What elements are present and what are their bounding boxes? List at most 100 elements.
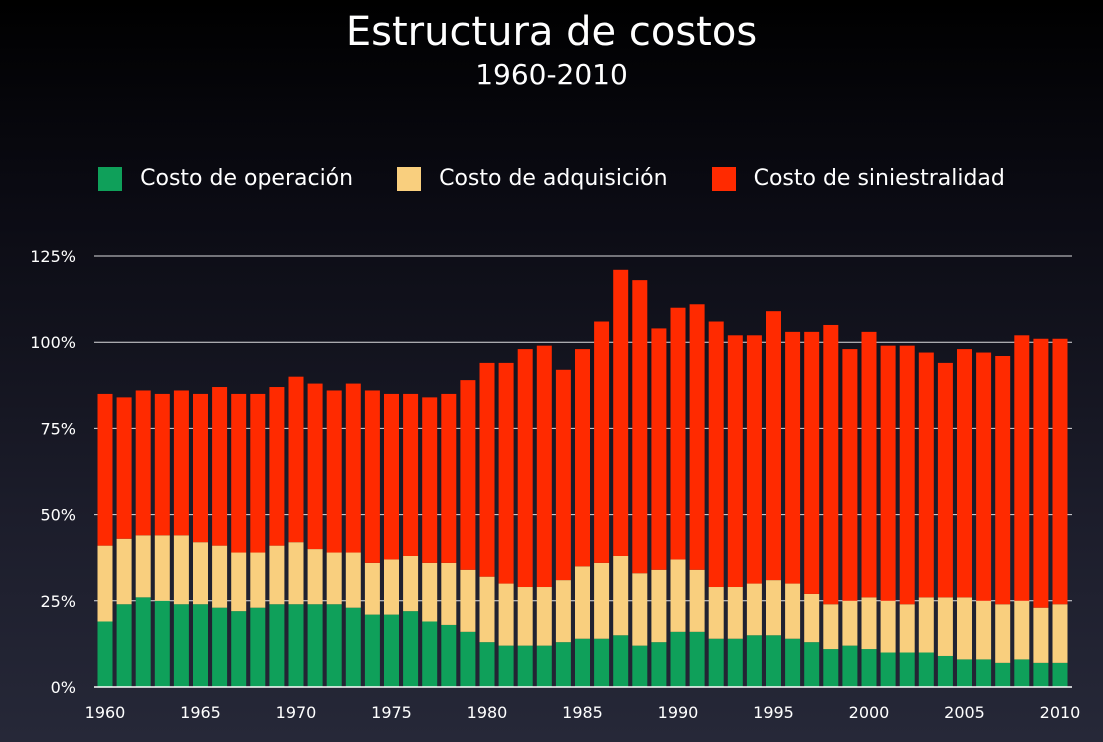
bar-segment-siniestralidad	[670, 307, 686, 560]
bar-segment-siniestralidad	[727, 335, 743, 587]
bar-segment-siniestralidad	[1052, 338, 1068, 605]
bar-segment-adquisicion	[498, 583, 514, 646]
bar-segment-adquisicion	[364, 562, 380, 615]
bar-segment-adquisicion	[842, 600, 858, 646]
bar-segment-siniestralidad	[957, 349, 972, 598]
bar-segment-adquisicion	[250, 552, 266, 608]
bar-segment-adquisicion	[460, 569, 476, 632]
bar-segment-adquisicion	[861, 597, 877, 650]
x-tick-label: 1980	[467, 703, 508, 722]
bar-segment-adquisicion	[116, 538, 132, 605]
x-tick-label: 1975	[371, 703, 412, 722]
bar-segment-siniestralidad	[154, 393, 170, 536]
bar-segment-operacion	[1033, 662, 1049, 687]
x-tick-label: 1970	[276, 703, 317, 722]
bar-segment-siniestralidad	[212, 387, 228, 546]
bar-segment-operacion	[842, 645, 858, 687]
bar-segment-operacion	[995, 662, 1011, 687]
bar-segment-adquisicion	[976, 600, 992, 660]
bar-segment-operacion	[536, 645, 552, 687]
y-tick-label: 0%	[51, 678, 76, 697]
bar-segment-operacion	[727, 638, 743, 687]
bar-segment-siniestralidad	[785, 331, 801, 584]
bar-segment-operacion	[594, 638, 610, 687]
bar-segment-operacion	[937, 655, 953, 687]
legend-label-operacion: Costo de operación	[140, 166, 354, 191]
bar-segment-siniestralidad	[1033, 338, 1049, 608]
chart-title: Estructura de costos	[345, 9, 758, 55]
bar-segment-operacion	[250, 607, 266, 687]
bar-segment-operacion	[97, 621, 113, 687]
bar-segment-siniestralidad	[613, 269, 629, 556]
bar-segment-siniestralidad	[498, 362, 514, 584]
bar-segment-operacion	[193, 604, 208, 687]
bar-segment-adquisicion	[727, 587, 743, 639]
bar-segment-adquisicion	[135, 535, 151, 598]
bar-segment-adquisicion	[97, 545, 113, 622]
bar-segment-operacion	[441, 624, 457, 687]
bar-segment-operacion	[899, 652, 915, 687]
bar-segment-siniestralidad	[97, 393, 113, 546]
bar-segment-operacion	[746, 635, 762, 687]
bar-segment-operacion	[326, 604, 342, 687]
bar-segment-operacion	[116, 604, 132, 687]
x-tick-label: 1985	[562, 703, 603, 722]
bar-segment-operacion	[364, 614, 380, 687]
bar-segment-adquisicion	[269, 545, 285, 605]
bar-segment-siniestralidad	[746, 335, 762, 584]
bar-segment-operacion	[613, 635, 629, 687]
bar-segment-operacion	[823, 649, 839, 687]
bar-segment-siniestralidad	[880, 345, 896, 601]
y-tick-label: 25%	[40, 592, 76, 611]
bar-segment-adquisicion	[708, 587, 724, 639]
bar-segment-siniestralidad	[326, 390, 342, 553]
bar-segment-adquisicion	[937, 597, 953, 656]
bar-segment-operacion	[880, 652, 896, 687]
bar-segment-operacion	[422, 621, 438, 687]
bar-segment-adquisicion	[670, 559, 686, 632]
bar-segment-siniestralidad	[135, 390, 151, 536]
bar-segment-siniestralidad	[804, 331, 820, 594]
bar-segment-siniestralidad	[231, 393, 247, 553]
bar-segment-adquisicion	[288, 542, 304, 605]
bar-segment-siniestralidad	[575, 349, 590, 567]
bar-segment-adquisicion	[154, 535, 170, 601]
bar-segment-operacion	[269, 604, 285, 687]
bar-segment-operacion	[575, 638, 590, 687]
x-tick-label: 2000	[849, 703, 890, 722]
bar-segment-operacion	[479, 642, 495, 687]
bar-segment-operacion	[517, 645, 533, 687]
bar-segment-adquisicion	[1052, 604, 1068, 663]
bar-segment-adquisicion	[651, 569, 667, 643]
y-tick-label: 125%	[30, 247, 76, 266]
bar-segment-operacion	[345, 607, 361, 687]
bar-segment-operacion	[403, 611, 419, 687]
bar-segment-operacion	[307, 604, 323, 687]
bar-segment-siniestralidad	[555, 369, 571, 581]
bar-segment-siniestralidad	[918, 352, 934, 598]
bar-segment-adquisicion	[575, 566, 590, 639]
bar-segment-adquisicion	[766, 580, 781, 636]
bar-segment-operacion	[173, 604, 189, 687]
bar-segment-adquisicion	[345, 552, 361, 608]
bar-segment-siniestralidad	[345, 383, 361, 553]
x-tick-label: 1990	[658, 703, 699, 722]
bar-segment-siniestralidad	[842, 349, 858, 601]
bar-segment-adquisicion	[536, 587, 552, 646]
bar-segment-adquisicion	[422, 562, 438, 622]
bar-segment-siniestralidad	[708, 321, 724, 588]
bar-segment-adquisicion	[384, 559, 399, 615]
bar-segment-adquisicion	[880, 600, 896, 653]
x-tick-label: 2005	[944, 703, 985, 722]
bar-segment-operacion	[460, 631, 476, 687]
bar-segment-siniestralidad	[823, 324, 839, 605]
bar-segment-siniestralidad	[937, 362, 953, 598]
bar-segment-siniestralidad	[269, 387, 285, 546]
bar-segment-adquisicion	[173, 535, 189, 605]
x-tick-label: 1995	[753, 703, 794, 722]
bar-segment-adquisicion	[1014, 600, 1030, 660]
bar-segment-siniestralidad	[384, 393, 399, 560]
bar-segment-operacion	[651, 642, 667, 687]
bar-segment-operacion	[918, 652, 934, 687]
